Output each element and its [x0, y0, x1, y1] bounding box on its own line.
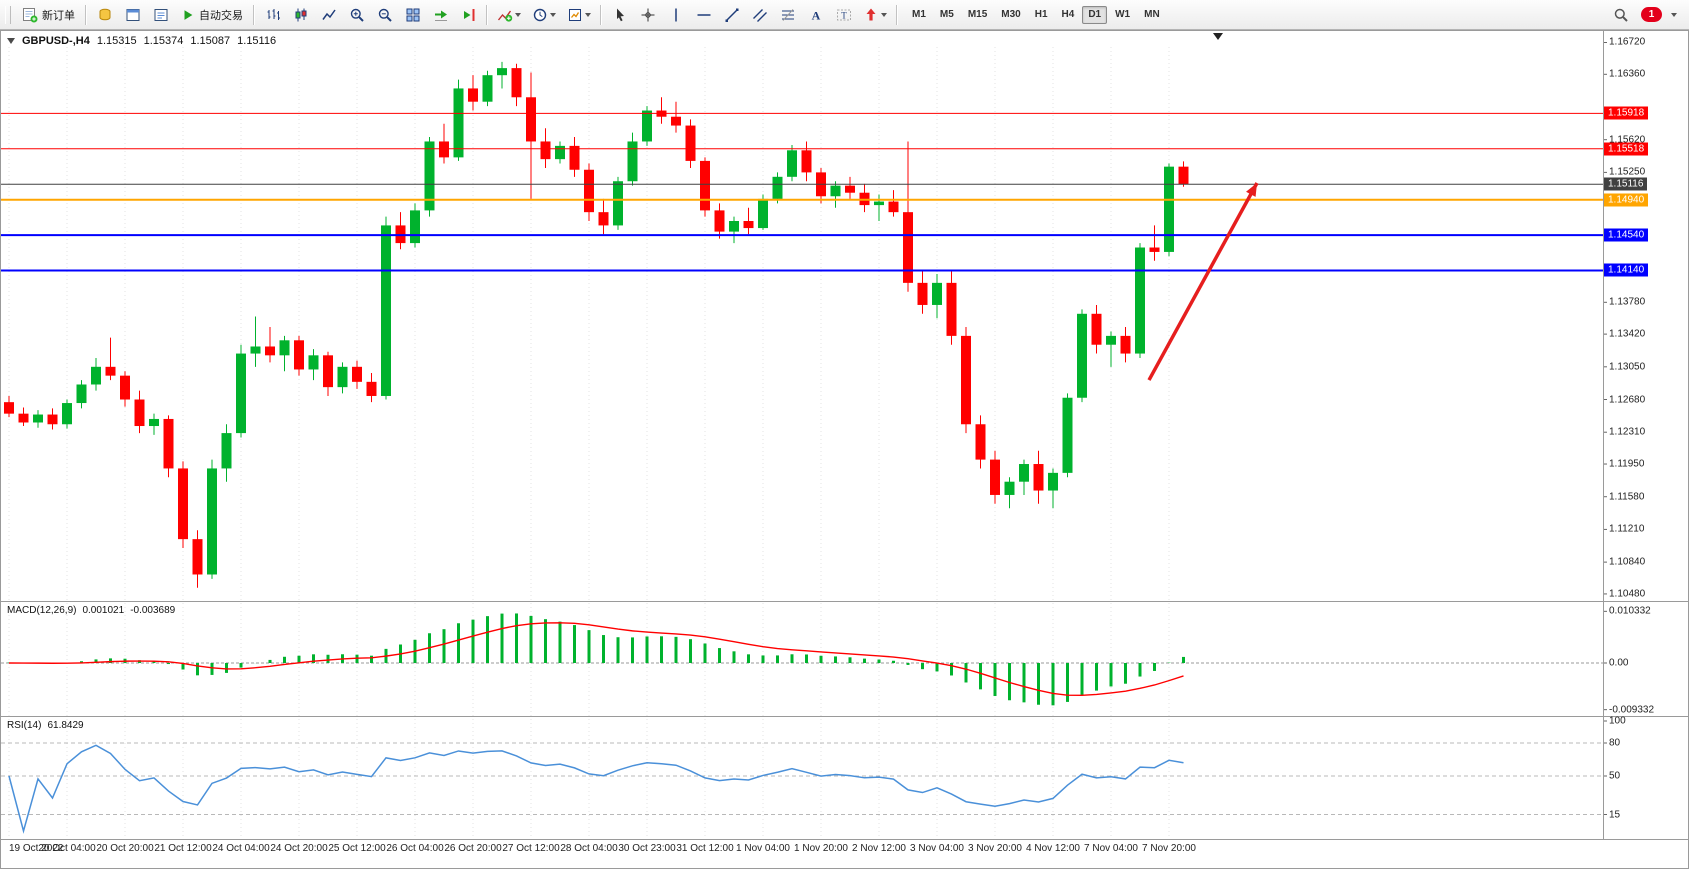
toolbar-grip[interactable] — [5, 5, 11, 24]
bar-chart-button[interactable] — [259, 2, 286, 28]
fibonacci-icon — [781, 8, 794, 21]
search-icon — [1614, 8, 1628, 22]
new-order-button[interactable]: 新订单 — [16, 3, 81, 27]
timeframe-button-m1[interactable]: M1 — [912, 8, 926, 20]
templates-dropdown-icon — [585, 12, 591, 17]
chart-canvas — [1, 41, 1607, 839]
fibonacci-tool-button[interactable] — [774, 2, 801, 28]
autotrading-play-icon — [184, 9, 193, 20]
trendline-tool-button[interactable] — [718, 2, 745, 28]
indicators-button[interactable] — [492, 2, 526, 28]
svg-text:A: A — [811, 8, 820, 22]
crosshair-icon — [641, 8, 654, 21]
channel-icon — [752, 8, 767, 22]
text-tool-button[interactable]: A — [802, 2, 829, 28]
arrow-shape-icon — [866, 8, 876, 20]
price-axis-divider — [1603, 31, 1604, 839]
navigator-button[interactable] — [147, 2, 174, 28]
zoom-out-button[interactable] — [371, 2, 398, 28]
templates-icon — [569, 8, 581, 21]
toolbar-right-group: 1 — [1607, 2, 1685, 28]
chart-shift-icon — [463, 8, 474, 21]
line-chart-button[interactable] — [315, 2, 342, 28]
bar-chart-icon — [267, 8, 280, 20]
timeframe-button-m5[interactable]: M5 — [939, 8, 954, 20]
timeframe-button-w1[interactable]: W1 — [1115, 8, 1131, 20]
auto-scroll-icon — [434, 10, 447, 21]
channel-tool-button[interactable] — [746, 2, 773, 28]
timeframe-button-h4[interactable]: H4 — [1061, 8, 1075, 20]
market-watch-button[interactable] — [91, 2, 118, 28]
macd-panel-divider[interactable] — [1, 601, 1689, 602]
zoom-in-icon — [350, 8, 364, 22]
timeframe-button-d1[interactable]: D1 — [1082, 5, 1108, 24]
zoom-in-button[interactable] — [343, 2, 370, 28]
timeframe-button-h1[interactable]: H1 — [1034, 8, 1048, 20]
toolbar-separator — [253, 4, 255, 25]
zoom-out-icon — [378, 8, 392, 22]
rsi-panel-divider[interactable] — [1, 716, 1689, 717]
crosshair-tool-button[interactable] — [634, 2, 661, 28]
toolbar-separator — [486, 4, 488, 25]
main-toolbar: 新订单 自动交易 — [0, 0, 1689, 30]
clock-icon — [533, 8, 547, 21]
cursor-icon — [616, 8, 624, 21]
svg-text:T: T — [841, 10, 847, 20]
chart-shift-button[interactable] — [455, 2, 482, 28]
tile-windows-button[interactable] — [399, 2, 426, 28]
candlestick-chart-icon — [295, 8, 306, 21]
market-watch-icon — [99, 8, 110, 20]
time-axis-divider — [1, 839, 1689, 840]
text-label-icon: T — [836, 9, 851, 20]
toolbar-separator — [896, 4, 898, 25]
vertical-line-tool-button[interactable] — [662, 2, 689, 28]
new-order-icon — [23, 7, 38, 22]
navigator-icon — [154, 8, 167, 21]
timeframe-button-m30[interactable]: M30 — [1001, 8, 1021, 20]
trendline-icon — [725, 8, 738, 22]
candlestick-chart-button[interactable] — [287, 2, 314, 28]
horizontal-line-icon — [697, 13, 710, 16]
indicators-dropdown-icon — [515, 12, 521, 17]
notification-dropdown-icon[interactable] — [1671, 12, 1677, 17]
search-button[interactable] — [1607, 2, 1634, 28]
notification-badge[interactable]: 1 — [1641, 7, 1662, 22]
data-window-icon — [126, 8, 139, 21]
timeframe-button-group: M1 M5 M15 M30 H1 H4 D1 W1 MN — [906, 5, 1166, 24]
autotrading-label: 自动交易 — [199, 9, 243, 22]
horizontal-line-tool-button[interactable] — [690, 2, 717, 28]
chart-plot-area[interactable] — [1, 31, 1603, 839]
toolbar-separator — [85, 4, 87, 25]
autotrading-button[interactable]: 自动交易 — [175, 3, 249, 27]
cursor-tool-button[interactable] — [606, 2, 633, 28]
text-label-tool-button[interactable]: T — [830, 2, 857, 28]
arrows-dropdown-icon — [881, 12, 887, 17]
new-order-label: 新订单 — [42, 9, 75, 22]
text-icon: A — [811, 8, 820, 22]
timeframe-button-mn[interactable]: MN — [1144, 8, 1160, 20]
line-chart-icon — [321, 9, 336, 20]
auto-scroll-button[interactable] — [427, 2, 454, 28]
tile-windows-icon — [406, 8, 419, 21]
arrows-tool-button[interactable] — [858, 2, 892, 28]
data-window-button[interactable] — [119, 2, 146, 28]
vertical-line-icon — [674, 8, 677, 21]
periods-dropdown-icon — [550, 12, 556, 17]
periods-button[interactable] — [527, 2, 561, 28]
chart-window: GBPUSD-,H4 1.15315 1.15374 1.15087 1.151… — [0, 30, 1689, 869]
timeframe-button-m15[interactable]: M15 — [967, 8, 988, 20]
templates-button[interactable] — [562, 2, 596, 28]
toolbar-separator — [600, 4, 602, 25]
indicators-icon — [497, 10, 513, 22]
